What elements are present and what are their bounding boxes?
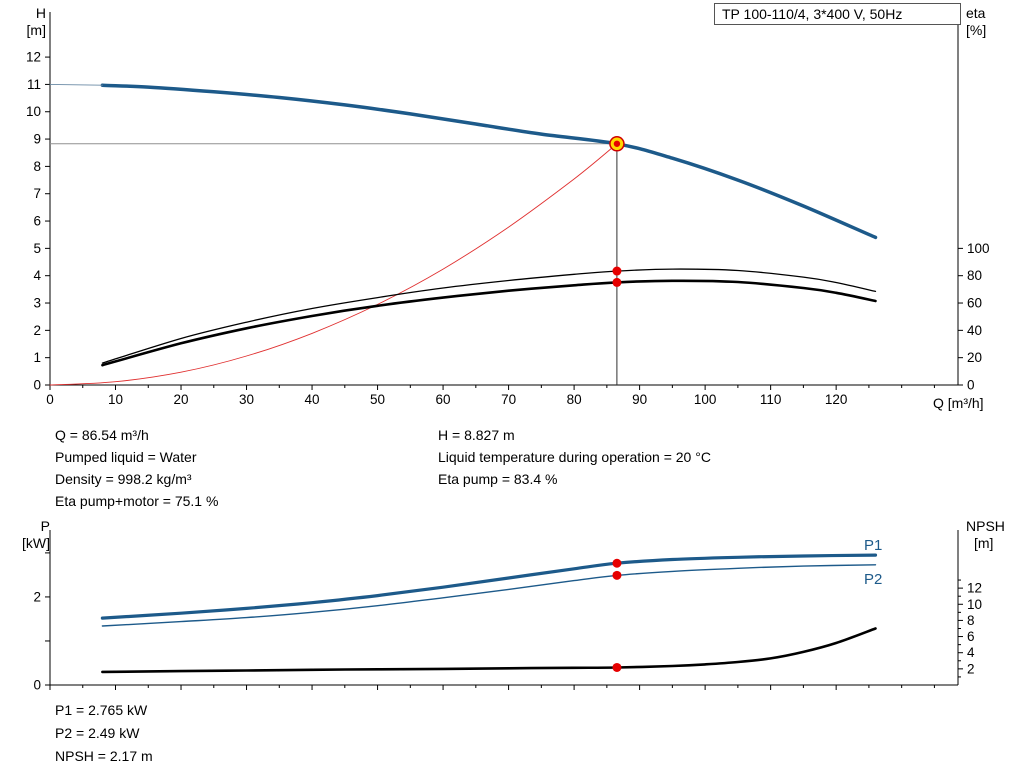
svg-text:100: 100: [967, 241, 990, 256]
eta-axis-symbol: eta: [966, 5, 986, 21]
svg-text:6: 6: [967, 629, 975, 644]
svg-text:11: 11: [27, 77, 41, 92]
svg-text:0: 0: [46, 392, 54, 407]
info-eta-pump-motor: Eta pump+motor = 75.1 %: [55, 493, 219, 509]
svg-text:7: 7: [33, 186, 41, 201]
svg-text:50: 50: [370, 392, 385, 407]
npsh-axis-unit: [m]: [974, 535, 994, 551]
results-block: P1 = 2.765 kW P2 = 2.49 kW NPSH = 2.17 m: [55, 699, 153, 768]
svg-text:80: 80: [567, 392, 582, 407]
head-axis-symbol: H: [35, 5, 46, 21]
svg-text:10: 10: [26, 104, 41, 119]
info-eta-pump: Eta pump = 83.4 %: [438, 471, 558, 487]
svg-text:40: 40: [967, 323, 982, 338]
result-npsh: NPSH = 2.17 m: [55, 748, 153, 764]
svg-text:3: 3: [33, 296, 41, 311]
result-p2: P2 = 2.49 kW: [55, 725, 140, 741]
operating-point-info-right: H = 8.827 m Liquid temperature during op…: [438, 424, 711, 490]
svg-text:70: 70: [501, 392, 516, 407]
svg-text:120: 120: [825, 392, 848, 407]
power-axis-label: P [kW]: [6, 518, 50, 552]
svg-text:10: 10: [967, 597, 982, 612]
svg-text:8: 8: [967, 613, 975, 628]
svg-text:0: 0: [33, 678, 41, 693]
info-pumped-liquid: Pumped liquid = Water: [55, 449, 197, 465]
result-p1: P1 = 2.765 kW: [55, 702, 148, 718]
info-head: H = 8.827 m: [438, 427, 515, 443]
eta-axis-label: eta [%]: [966, 5, 1018, 39]
svg-text:4: 4: [967, 645, 975, 660]
head-axis-label: H [m]: [6, 5, 46, 39]
svg-text:2: 2: [33, 589, 41, 604]
svg-text:20: 20: [174, 392, 189, 407]
eta-axis-unit: [%]: [966, 22, 987, 38]
svg-text:0: 0: [33, 378, 41, 393]
p1-curve-label: P1: [864, 537, 883, 554]
svg-text:2: 2: [967, 661, 975, 676]
svg-text:110: 110: [760, 392, 782, 407]
svg-text:9: 9: [33, 132, 41, 147]
info-liquid-temperature: Liquid temperature during operation = 20…: [438, 449, 711, 465]
svg-text:12: 12: [967, 581, 982, 596]
power-axis-symbol: P: [40, 518, 50, 534]
svg-text:5: 5: [33, 241, 41, 256]
npsh-axis-symbol: NPSH: [966, 518, 1005, 534]
operating-point-info-left: Q = 86.54 m³/h Pumped liquid = Water Den…: [55, 424, 218, 512]
flow-axis-label: Q [m³/h]: [933, 395, 984, 411]
pump-title-box: TP 100-110/4, 3*400 V, 50Hz: [714, 3, 961, 25]
power-axis-unit: [kW]: [22, 535, 50, 551]
svg-text:8: 8: [33, 159, 41, 174]
head-capacity-chart: 0 10 20 30 40 50 60 70 80 90 100 110 120012345678910…: [26, 12, 990, 407]
svg-text:40: 40: [305, 392, 320, 407]
svg-text:100: 100: [694, 392, 717, 407]
info-flow: Q = 86.54 m³/h: [55, 427, 149, 443]
info-density: Density = 998.2 kg/m³: [55, 471, 192, 487]
svg-text:1: 1: [33, 350, 41, 365]
svg-text:60: 60: [436, 392, 451, 407]
svg-text:6: 6: [33, 214, 41, 229]
svg-text:0: 0: [967, 378, 975, 393]
svg-text:80: 80: [967, 268, 982, 283]
svg-text:20: 20: [967, 350, 982, 365]
p2-curve-label: P2: [864, 571, 883, 588]
svg-text:4: 4: [33, 268, 41, 283]
svg-text:90: 90: [632, 392, 647, 407]
svg-text:30: 30: [239, 392, 254, 407]
svg-text:2: 2: [33, 323, 41, 338]
svg-text:10: 10: [108, 392, 123, 407]
svg-text:12: 12: [26, 50, 41, 65]
npsh-axis-label: NPSH [m]: [966, 518, 1020, 552]
svg-text:60: 60: [967, 296, 982, 311]
head-axis-unit: [m]: [26, 22, 46, 38]
